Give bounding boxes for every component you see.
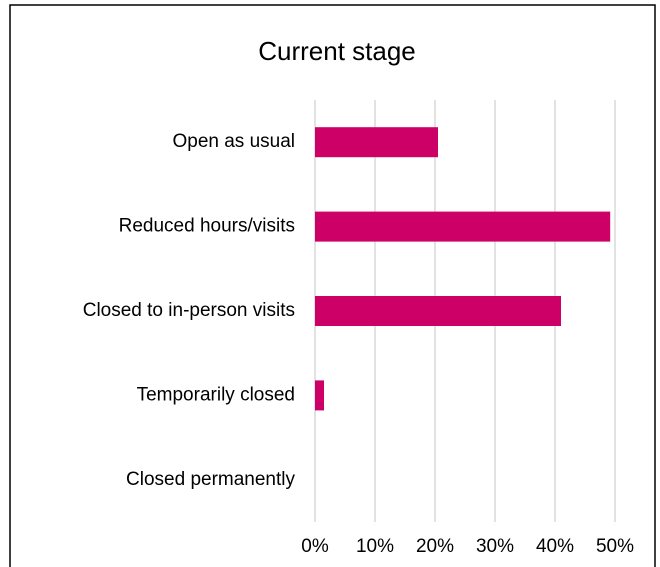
bar	[315, 380, 324, 411]
chart-frame	[9, 4, 656, 567]
x-tick-label: 0%	[301, 536, 329, 557]
x-tick-label: 50%	[596, 536, 634, 557]
bar	[315, 127, 438, 158]
x-tick-label: 30%	[476, 536, 514, 557]
y-tick-label: Open as usual	[172, 131, 295, 152]
x-tick-label: 10%	[356, 536, 394, 557]
chart-title: Current stage	[258, 36, 416, 66]
bar	[315, 296, 561, 326]
y-tick-label: Temporarily closed	[137, 384, 295, 405]
y-tick-label: Closed to in-person visits	[83, 300, 295, 321]
x-tick-label: 20%	[416, 536, 454, 557]
y-tick-label: Reduced hours/visits	[119, 216, 295, 237]
y-tick-label: Closed permanently	[126, 469, 295, 490]
x-tick-label: 40%	[536, 536, 574, 557]
bar	[315, 211, 611, 242]
